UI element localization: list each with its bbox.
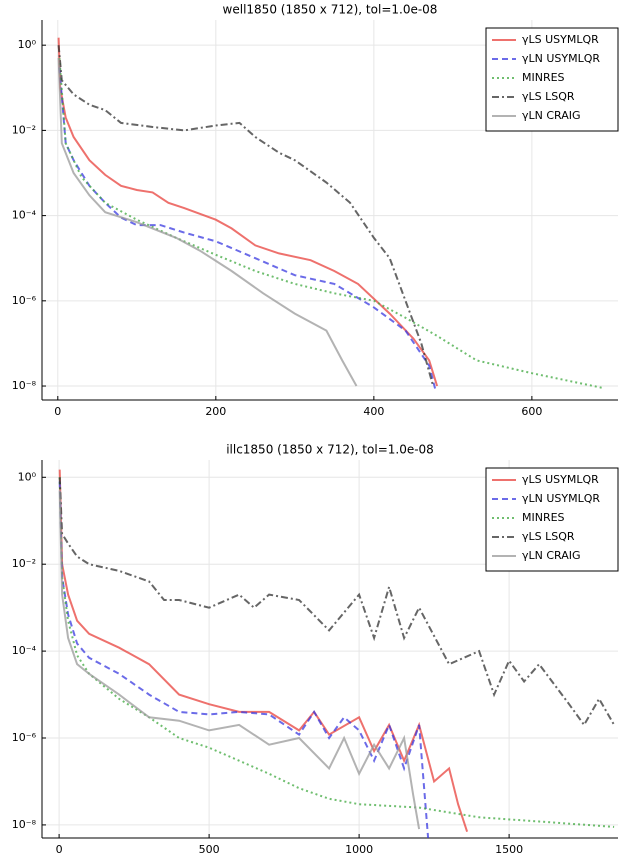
legend-label: MINRES xyxy=(522,71,565,84)
series-line xyxy=(58,477,615,727)
y-tick-label: 10⁻⁸ xyxy=(12,818,37,831)
series-line xyxy=(58,469,469,833)
subplot: illc1850 (1850 x 712), tol=1.0e-08 0 500 10… xyxy=(12,443,619,856)
legend-label: γLS USYMLQR xyxy=(522,33,599,46)
subplot: well1850 (1850 x 712), tol=1.0e-08 0 200 40… xyxy=(12,3,619,418)
y-tick-label: 10⁻⁶ xyxy=(12,731,37,744)
series-line xyxy=(58,481,430,839)
x-tick-label: 600 xyxy=(521,405,542,418)
series-line xyxy=(57,45,435,387)
x-tick-label: 500 xyxy=(199,843,220,856)
series-line xyxy=(57,37,439,387)
y-tick-label: 10⁰ xyxy=(18,470,37,483)
legend-label: γLN CRAIG xyxy=(522,109,581,122)
y-tick-label: 10⁻⁴ xyxy=(12,644,37,657)
x-tick-label: 0 xyxy=(54,405,61,418)
subplot-title: well1850 (1850 x 712), tol=1.0e-08 xyxy=(223,3,438,17)
legend-label: γLS USYMLQR xyxy=(522,473,599,486)
legend-box xyxy=(485,27,619,132)
y-tick-label: 10⁻² xyxy=(12,557,36,570)
x-tick-label: 0 xyxy=(56,843,63,856)
legend-label: γLN USYMLQR xyxy=(522,492,600,505)
legend-label: MINRES xyxy=(522,511,565,524)
y-tick-label: 10⁻⁴ xyxy=(12,209,37,222)
legend-label: γLN USYMLQR xyxy=(522,52,600,65)
legend-box xyxy=(485,467,619,572)
y-tick-label: 10⁻² xyxy=(12,123,36,136)
legend-label: γLS LSQR xyxy=(522,530,575,543)
series-line xyxy=(57,57,358,387)
x-tick-label: 1500 xyxy=(495,843,523,856)
x-tick-label: 200 xyxy=(205,405,226,418)
series-line xyxy=(58,477,615,828)
x-tick-label: 1000 xyxy=(345,843,373,856)
legend-label: γLN CRAIG xyxy=(522,549,581,562)
y-tick-label: 10⁻⁸ xyxy=(12,379,37,392)
subplot-title: illc1850 (1850 x 712), tol=1.0e-08 xyxy=(226,443,434,457)
series-line xyxy=(58,67,437,391)
x-tick-label: 400 xyxy=(363,405,384,418)
legend-label: γLS LSQR xyxy=(522,90,575,103)
series-line xyxy=(58,490,421,830)
y-tick-label: 10⁻⁶ xyxy=(12,294,37,307)
series-line xyxy=(58,57,604,389)
y-tick-label: 10⁰ xyxy=(18,38,37,51)
